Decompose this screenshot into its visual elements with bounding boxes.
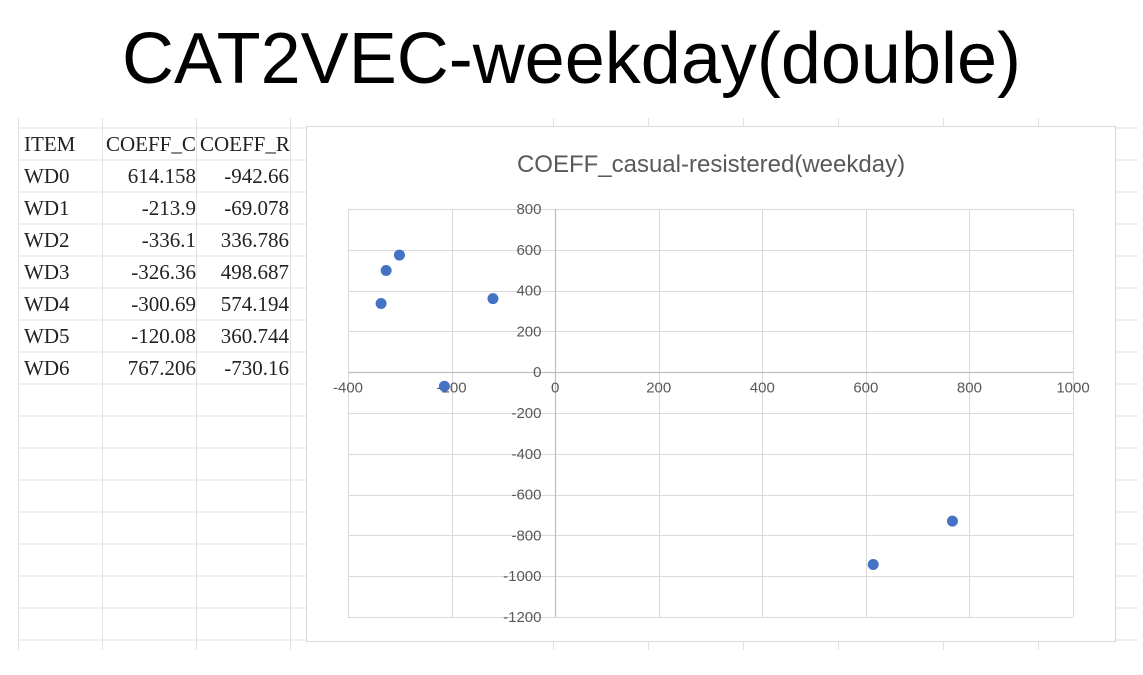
x-tick-label: 200 [646, 380, 671, 397]
cell-coeff-r[interactable]: 336.786 [220, 228, 289, 252]
y-tick-label: 800 [516, 201, 541, 218]
data-point [946, 515, 958, 527]
cell-coeff-c[interactable]: -326.36 [131, 260, 196, 284]
x-tick-label: 800 [957, 380, 982, 397]
cell-coeff-r[interactable]: 574.194 [220, 292, 289, 316]
chart-title: COEFF_casual-resistered(weekday) [516, 151, 906, 178]
y-tick-label: 600 [516, 242, 541, 259]
y-tick-label: -200 [511, 405, 541, 422]
y-tick-label: 0 [533, 364, 541, 381]
cell-coeff-c[interactable]: 767.206 [127, 356, 196, 380]
data-point [867, 559, 879, 571]
cell-coeff-c[interactable]: -336.1 [141, 228, 196, 252]
y-tick-label: -800 [511, 527, 541, 544]
y-tick-label: -400 [511, 446, 541, 463]
data-point [375, 297, 387, 309]
x-tick-label: 400 [750, 380, 775, 397]
x-tick-label: -400 [333, 380, 363, 397]
cell-coeff-c[interactable]: -120.08 [131, 324, 196, 348]
y-tick-label: 200 [516, 323, 541, 340]
y-tick-label: -1000 [503, 568, 541, 585]
cell-item[interactable]: WD4 [24, 292, 70, 316]
y-tick-label: 400 [516, 283, 541, 300]
data-point [438, 380, 450, 392]
cell-coeff-c[interactable]: -300.69 [131, 292, 196, 316]
x-tick-label: 0 [551, 380, 559, 397]
cell-coeff-r[interactable]: -69.078 [224, 196, 289, 220]
scatter-chart[interactable]: COEFF_casual-resistered(weekday) -400 -20… [306, 126, 1116, 642]
cell-coeff-r[interactable]: 498.687 [220, 260, 289, 284]
cell-coeff-r[interactable]: -942.66 [224, 164, 289, 188]
header-coeff-c[interactable]: COEFF_C [106, 132, 196, 156]
header-item[interactable]: ITEM [24, 132, 76, 156]
cell-item[interactable]: WD2 [24, 228, 70, 252]
x-tick-label: 1000 [1056, 380, 1089, 397]
cell-item[interactable]: WD6 [24, 356, 70, 380]
y-tick-label: -1200 [503, 609, 541, 626]
data-point [393, 249, 405, 261]
cell-item[interactable]: WD5 [24, 324, 70, 348]
data-point [487, 293, 499, 305]
cell-coeff-r[interactable]: -730.16 [224, 356, 289, 380]
cell-item[interactable]: WD1 [24, 196, 70, 220]
chart-plot-svg: -400 -200 0 200 400 600 800 10008006004002000-2… [333, 201, 1090, 626]
cell-item[interactable]: WD0 [24, 164, 70, 188]
cell-coeff-c[interactable]: -213.9 [141, 196, 196, 220]
slide-title: CAT2VEC-weekday(double) [121, 19, 1022, 99]
cell-coeff-c[interactable]: 614.158 [127, 164, 196, 188]
cell-item[interactable]: WD3 [24, 260, 70, 284]
y-tick-label: -600 [511, 487, 541, 504]
header-coeff-r[interactable]: COEFF_R [200, 132, 290, 156]
cell-coeff-r[interactable]: 360.744 [220, 324, 289, 348]
data-point [380, 264, 392, 276]
x-tick-label: 600 [853, 380, 878, 397]
